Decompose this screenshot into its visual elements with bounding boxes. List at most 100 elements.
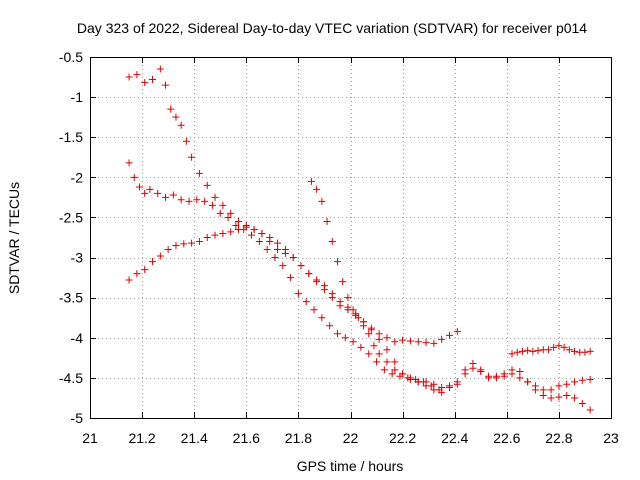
data-point [578, 400, 586, 408]
y-tick-label: -5 [71, 410, 84, 426]
data-point [414, 338, 422, 346]
data-point [524, 378, 532, 386]
data-point [555, 342, 563, 350]
data-point [586, 375, 594, 383]
y-tick-label: -3.5 [59, 290, 83, 306]
data-point [242, 223, 250, 231]
data-point [333, 330, 341, 338]
data-point [399, 370, 407, 378]
data-point [130, 173, 138, 181]
data-point [336, 298, 344, 306]
data-point [328, 238, 336, 246]
data-point [531, 386, 539, 394]
data-point [172, 242, 180, 250]
y-tick-label: -4 [71, 330, 84, 346]
data-point [586, 406, 594, 414]
data-point [195, 238, 203, 246]
data-point [258, 229, 266, 237]
data-point [177, 196, 185, 204]
data-point [125, 159, 133, 167]
data-point [406, 337, 414, 345]
data-point [320, 282, 328, 290]
data-point [188, 239, 196, 247]
plot-frame [90, 57, 612, 419]
x-axis-label: GPS time / hours [297, 458, 404, 474]
data-point [135, 183, 143, 191]
data-point [224, 213, 232, 221]
y-tick-label: -2.5 [59, 209, 83, 225]
data-point [188, 153, 196, 161]
data-point [219, 201, 227, 209]
data-point [328, 290, 336, 298]
data-point [333, 258, 341, 266]
y-tick-label: -0.5 [59, 49, 83, 65]
series-2 [125, 159, 443, 394]
x-tick-label: 22 [343, 430, 359, 446]
data-point [492, 372, 500, 380]
data-point [563, 392, 571, 400]
data-point [201, 197, 209, 205]
data-point [323, 217, 331, 225]
data-point [375, 335, 383, 343]
data-point [485, 374, 493, 382]
data-point [263, 246, 271, 254]
data-point [156, 65, 164, 73]
data-point [133, 71, 141, 79]
data-point [518, 347, 526, 355]
series-1 [125, 65, 461, 347]
data-point [547, 386, 555, 394]
data-point [227, 209, 235, 217]
data-point [180, 240, 188, 248]
data-point [294, 290, 302, 298]
data-point [307, 177, 315, 185]
data-point [563, 380, 571, 388]
data-point [167, 105, 175, 113]
data-point [281, 246, 289, 254]
x-tick-label: 22.4 [441, 430, 468, 446]
data-point [339, 278, 347, 286]
x-tick-label: 21 [82, 430, 98, 446]
data-point [219, 229, 227, 237]
data-point [391, 338, 399, 346]
data-point [508, 366, 516, 374]
data-point [141, 79, 149, 87]
data-point [399, 336, 407, 344]
x-tick-label: 21.6 [233, 430, 260, 446]
data-point [453, 327, 461, 335]
axis-ticks [90, 57, 612, 419]
data-point [414, 378, 422, 386]
data-point [571, 378, 579, 386]
data-point [586, 347, 594, 355]
data-point [555, 393, 563, 401]
data-point [133, 270, 141, 278]
data-point [232, 221, 240, 229]
data-point [391, 358, 399, 366]
x-tick-label: 22.8 [545, 430, 572, 446]
data-point [544, 346, 552, 354]
data-point [266, 234, 274, 241]
data-point [445, 331, 453, 339]
data-points [125, 65, 594, 414]
data-point [555, 382, 563, 390]
data-point [560, 343, 568, 351]
data-point [125, 276, 133, 284]
data-point [234, 217, 242, 225]
data-point [430, 386, 438, 394]
data-point [383, 346, 391, 354]
data-point [318, 197, 326, 205]
data-point [162, 193, 170, 201]
data-point [365, 350, 373, 358]
data-point [326, 322, 334, 330]
data-point [438, 335, 446, 343]
data-point [547, 394, 555, 402]
y-tick-labels: -0.5 -1 -1.5 -2 -2.5 -3 -3.5 -4 -4.5 -5 [59, 49, 83, 426]
data-point [177, 121, 185, 129]
data-point [534, 347, 542, 355]
data-point [248, 231, 256, 239]
data-point [274, 246, 282, 254]
series-5 [508, 342, 594, 358]
data-point [352, 310, 360, 318]
y-tick-label: -1 [71, 89, 84, 105]
data-point [211, 193, 219, 201]
data-point [208, 201, 216, 209]
